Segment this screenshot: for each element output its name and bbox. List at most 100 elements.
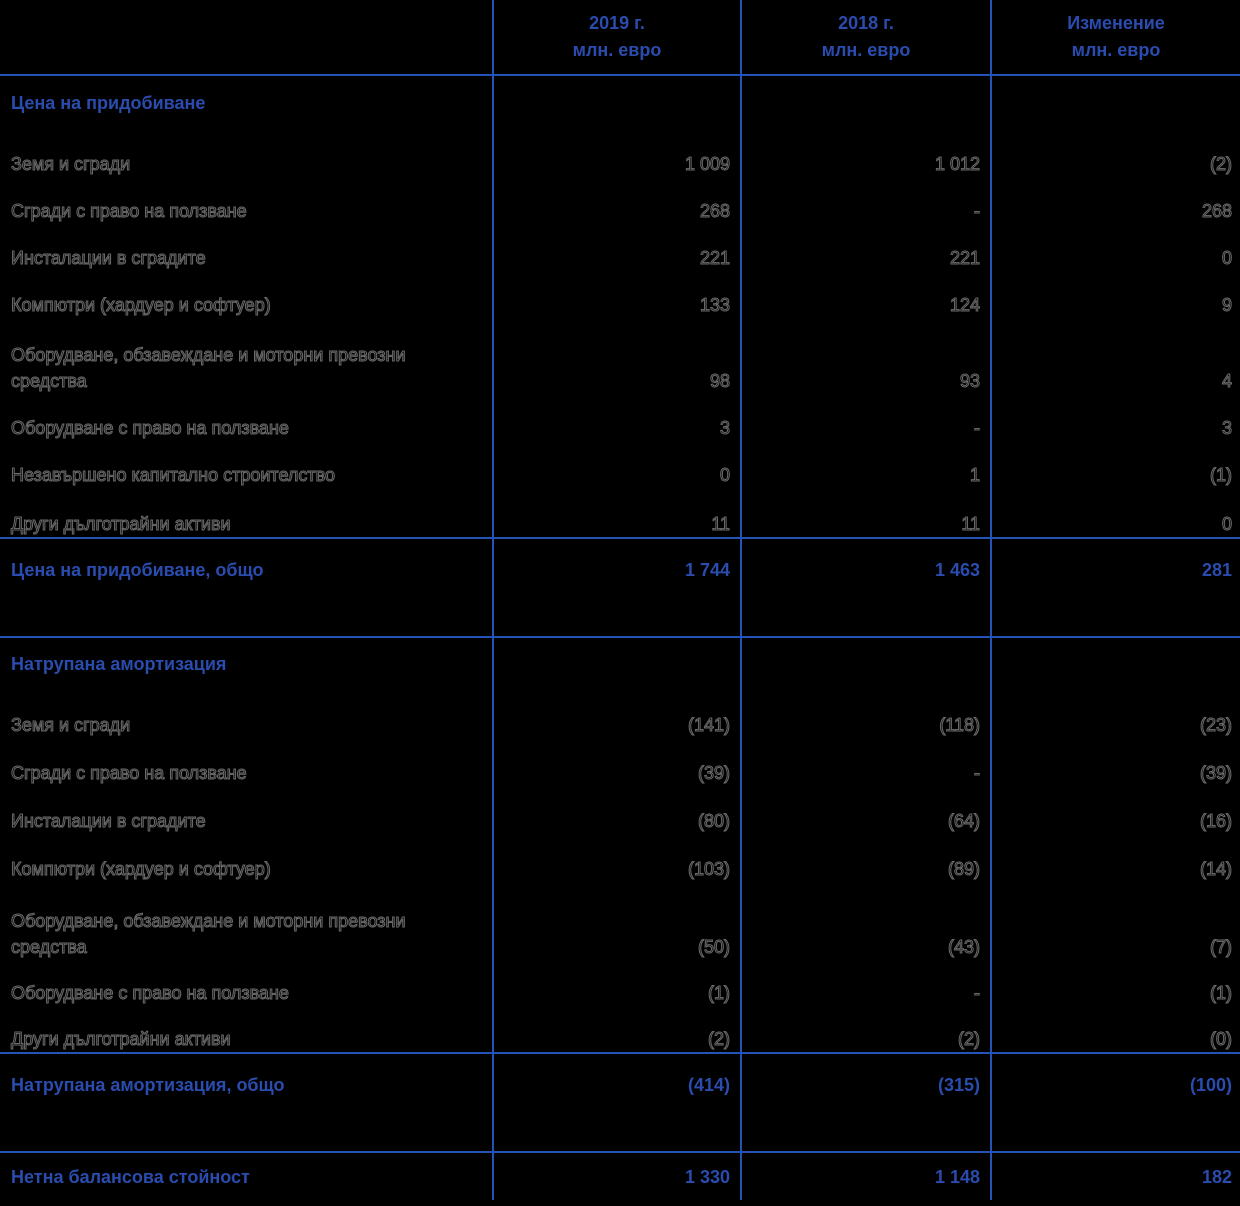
value-change: 0 xyxy=(990,224,1240,271)
row-label: Земя и сгради xyxy=(11,154,131,175)
value-2018: (89) xyxy=(740,834,991,882)
net-book-value-row: Нетна балансова стойност 1 330 1 148 182 xyxy=(0,1151,1240,1200)
row-label: Сгради с право на ползване xyxy=(11,201,248,222)
total-label: Цена на придобиване, общо xyxy=(0,537,493,637)
spacer-row xyxy=(0,1200,1240,1206)
net-2019: 1 330 xyxy=(492,1151,741,1200)
value-change: (1) xyxy=(990,441,1240,488)
value-change: (16) xyxy=(990,786,1240,834)
total-label: Натрупана амортизация, общо xyxy=(0,1052,493,1152)
section1-title: Цена на придобиване xyxy=(0,74,493,130)
header-change: Изменение млн. евро xyxy=(990,0,1240,75)
section1-title-row: Цена на придобиване xyxy=(0,74,1240,130)
value-2018: - xyxy=(740,960,991,1006)
table-row: Компютри (хардуер и софтуер) 133 124 9 xyxy=(0,271,1240,318)
value-2018: 1 012 xyxy=(740,130,991,177)
value-2019: 3 xyxy=(492,394,741,441)
table-row: Сгради с право на ползване 268 - 268 xyxy=(0,177,1240,224)
header-2019-year: 2019 г. xyxy=(589,13,645,33)
row-label: Инсталации в сградите xyxy=(11,248,207,269)
value-2019: 133 xyxy=(492,271,741,318)
value-2018: 221 xyxy=(740,224,991,271)
header-2019: 2019 г. млн. евро xyxy=(492,0,741,75)
table-row: Инсталации в сградите (80) (64) (16) xyxy=(0,786,1240,834)
value-2019: 0 xyxy=(492,441,741,488)
row-label: Оборудване с право на ползване xyxy=(11,418,290,439)
value-2019: (39) xyxy=(492,738,741,786)
value-2019: (80) xyxy=(492,786,741,834)
table-row: Земя и сгради 1 009 1 012 (2) xyxy=(0,130,1240,177)
value-change: 4 xyxy=(990,318,1240,394)
value-change: 9 xyxy=(990,271,1240,318)
row-label: Незавършено капитално строителство xyxy=(11,465,336,486)
value-change: (1) xyxy=(990,960,1240,1006)
table-row: Други дълготрайни активи 11 11 0 xyxy=(0,488,1240,538)
value-2019: 1 009 xyxy=(492,130,741,177)
header-change-unit: млн. евро xyxy=(1071,40,1161,60)
row-label: Инсталации в сградите xyxy=(11,811,207,832)
row-label: Земя и сгради xyxy=(11,715,131,736)
table-row: Други дълготрайни активи (2) (2) (0) xyxy=(0,1006,1240,1053)
value-2019: (1) xyxy=(492,960,741,1006)
table-header-row: 2019 г. млн. евро 2018 г. млн. евро Изме… xyxy=(0,0,1240,75)
value-change: 268 xyxy=(990,177,1240,224)
table-row: Оборудване, обзавеждане и моторни превоз… xyxy=(0,318,1240,394)
value-2018: - xyxy=(740,738,991,786)
value-change: (14) xyxy=(990,834,1240,882)
value-2019: (141) xyxy=(492,690,741,738)
table-row: Инсталации в сградите 221 221 0 xyxy=(0,224,1240,271)
value-2018: (43) xyxy=(740,882,991,960)
header-2018-year: 2018 г. xyxy=(838,13,894,33)
value-2018: - xyxy=(740,177,991,224)
section2-title: Натрупана амортизация xyxy=(0,636,493,690)
table-row: Оборудване, обзавеждане и моторни превоз… xyxy=(0,882,1240,960)
value-change: 0 xyxy=(990,488,1240,538)
value-change: (0) xyxy=(990,1006,1240,1053)
header-empty-cell xyxy=(0,0,493,75)
total-change: (100) xyxy=(990,1052,1240,1152)
value-change: (7) xyxy=(990,882,1240,960)
value-2019: 268 xyxy=(492,177,741,224)
section2-total-row: Натрупана амортизация, общо (414) (315) … xyxy=(0,1052,1240,1152)
value-2018: - xyxy=(740,394,991,441)
row-label: Компютри (хардуер и софтуер) xyxy=(11,859,272,880)
section2-title-row: Натрупана амортизация xyxy=(0,636,1240,690)
header-change-year: Изменение xyxy=(1067,13,1165,33)
table-row: Земя и сгради (141) (118) (23) xyxy=(0,690,1240,738)
value-2019: (2) xyxy=(492,1006,741,1053)
value-2018: 124 xyxy=(740,271,991,318)
value-change: (23) xyxy=(990,690,1240,738)
row-label: Други дълготрайни активи xyxy=(11,514,232,535)
table-row: Компютри (хардуер и софтуер) (103) (89) … xyxy=(0,834,1240,882)
table-row: Сгради с право на ползване (39) - (39) xyxy=(0,738,1240,786)
header-2018-unit: млн. евро xyxy=(821,40,911,60)
value-2018: (118) xyxy=(740,690,991,738)
total-2019: 1 744 xyxy=(492,537,741,637)
section1-total-row: Цена на придобиване, общо 1 744 1 463 28… xyxy=(0,537,1240,637)
value-2018: 1 xyxy=(740,441,991,488)
value-change: 3 xyxy=(990,394,1240,441)
header-2018: 2018 г. млн. евро xyxy=(740,0,991,75)
value-2019: 98 xyxy=(492,318,741,394)
value-2019: (50) xyxy=(492,882,741,960)
net-2018: 1 148 xyxy=(740,1151,991,1200)
total-2018: 1 463 xyxy=(740,537,991,637)
table-row: Оборудване с право на ползване (1) - (1) xyxy=(0,960,1240,1006)
total-2019: (414) xyxy=(492,1052,741,1152)
net-label: Нетна балансова стойност xyxy=(0,1151,493,1200)
value-2018: (64) xyxy=(740,786,991,834)
table-row: Незавършено капитално строителство 0 1 (… xyxy=(0,441,1240,488)
value-change: (39) xyxy=(990,738,1240,786)
value-2019: 221 xyxy=(492,224,741,271)
header-2019-unit: млн. евро xyxy=(572,40,662,60)
value-change: (2) xyxy=(990,130,1240,177)
row-label: Сгради с право на ползване xyxy=(11,763,248,784)
total-2018: (315) xyxy=(740,1052,991,1152)
value-2019: 11 xyxy=(492,488,741,538)
total-change: 281 xyxy=(990,537,1240,637)
row-label: Оборудване, обзавеждане и моторни превоз… xyxy=(11,345,407,392)
table-row: Оборудване с право на ползване 3 - 3 xyxy=(0,394,1240,441)
row-label: Оборудване, обзавеждане и моторни превоз… xyxy=(11,911,407,958)
row-label: Други дълготрайни активи xyxy=(11,1029,232,1050)
